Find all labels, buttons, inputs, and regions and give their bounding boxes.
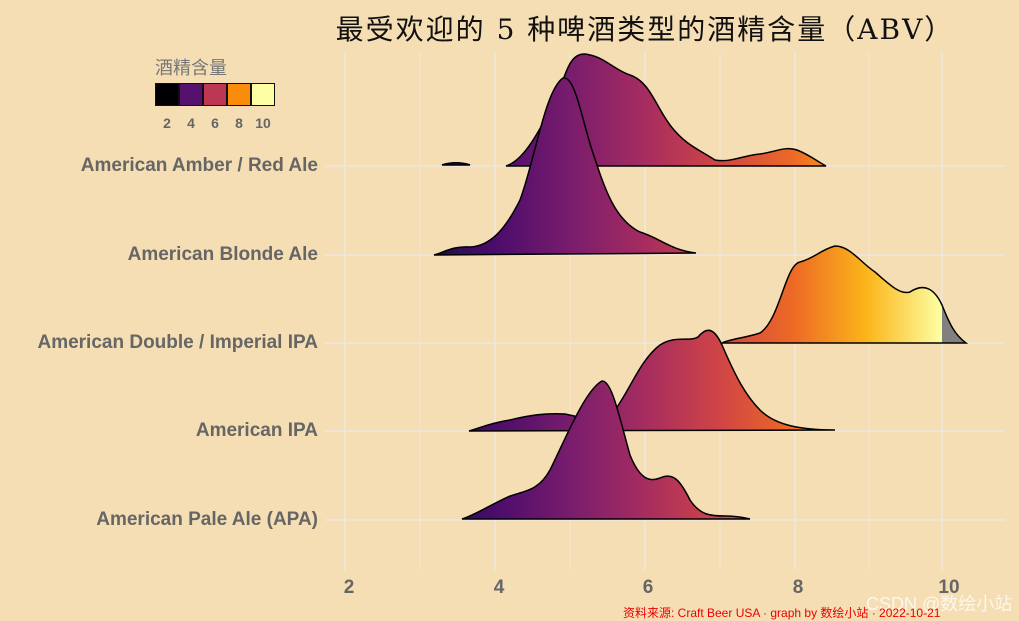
legend-title: 酒精含量 — [155, 58, 227, 78]
legend-label: 2 — [163, 115, 171, 131]
y-axis-label: American IPA — [195, 420, 318, 441]
legend-key-2 — [155, 83, 179, 106]
legend-key-8 — [227, 83, 251, 106]
chart-caption: 资料来源: Craft Beer USA · graph by 数绘小站 · 2… — [623, 606, 941, 620]
y-axis-label: American Blonde Ale — [127, 244, 318, 265]
legend-label: 4 — [187, 115, 195, 131]
y-axis-label: American Pale Ale (APA) — [96, 509, 318, 530]
y-axis-label: American Double / Imperial IPA — [37, 332, 318, 353]
x-axis-tick: 10 — [938, 577, 960, 598]
ridge-amber-red-ale — [441, 53, 827, 167]
chart-title: 最受欢迎的 5 种啤酒类型的酒精含量（ABV） — [335, 13, 955, 46]
ridge-double-imperial-ipa — [721, 245, 969, 344]
legend-key-4 — [179, 83, 203, 106]
ridge-american-ipa — [468, 329, 836, 432]
legend-key-6 — [203, 83, 227, 106]
legend-label: 6 — [211, 115, 219, 131]
legend-color-keys — [155, 83, 275, 106]
x-axis-tick: 2 — [343, 577, 355, 598]
x-axis-tick: 6 — [642, 577, 654, 598]
legend-labels: 2 4 6 8 10 — [155, 115, 275, 131]
x-axis-tick: 8 — [792, 577, 804, 598]
y-axis-label: American Amber / Red Ale — [80, 155, 318, 176]
ridge-pale-ale — [461, 380, 751, 520]
watermark: CSDN @数绘小站 — [866, 594, 1013, 614]
legend-label: 10 — [255, 115, 271, 131]
ridge-blonde-ale — [433, 77, 697, 256]
x-axis-tick: 4 — [493, 577, 505, 598]
legend-label: 8 — [235, 115, 243, 131]
legend-key-10 — [251, 83, 275, 106]
